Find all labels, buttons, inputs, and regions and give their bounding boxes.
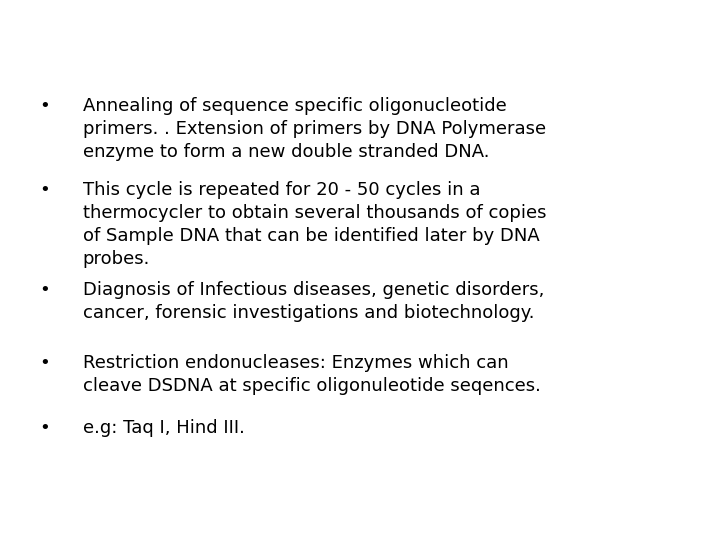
Text: Diagnosis of Infectious diseases, genetic disorders,
cancer, forensic investigat: Diagnosis of Infectious diseases, geneti… — [83, 281, 544, 322]
Text: e.g: Taq I, Hind III.: e.g: Taq I, Hind III. — [83, 418, 245, 436]
Text: Restriction endonucleases: Enzymes which can
cleave DSDNA at specific oligonuleo: Restriction endonucleases: Enzymes which… — [83, 354, 541, 395]
Text: •: • — [40, 281, 50, 299]
Text: •: • — [40, 418, 50, 436]
Text: This cycle is repeated for 20 - 50 cycles in a
thermocycler to obtain several th: This cycle is repeated for 20 - 50 cycle… — [83, 181, 546, 268]
Text: •: • — [40, 97, 50, 115]
Text: •: • — [40, 181, 50, 199]
Text: •: • — [40, 354, 50, 372]
Text: Annealing of sequence specific oligonucleotide
primers. . Extension of primers b: Annealing of sequence specific oligonucl… — [83, 97, 546, 161]
